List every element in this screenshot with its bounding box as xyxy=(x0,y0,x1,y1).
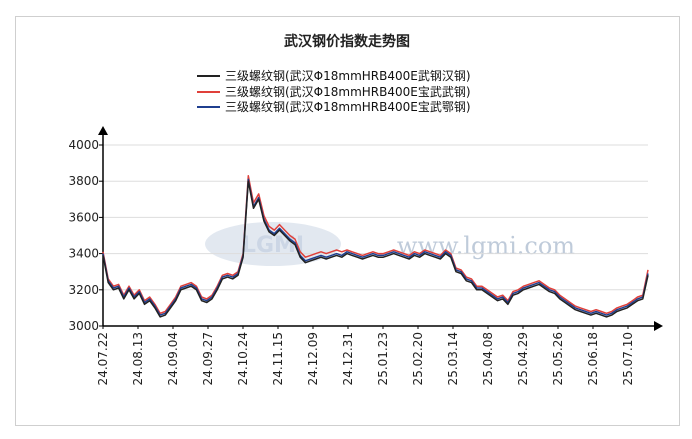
y-tick-label: 3600 xyxy=(68,210,99,224)
x-tick-label: 24.12.31 xyxy=(341,332,355,385)
x-tick-label: 25.05.26 xyxy=(551,332,565,385)
chart-title: 武汉钢价指数走势图 xyxy=(284,33,410,50)
x-tick-label: 25.04.29 xyxy=(516,332,530,385)
x-tick-label: 25.04.08 xyxy=(481,332,495,385)
x-tick-label: 24.09.27 xyxy=(201,332,215,385)
x-axis-ticks: 24.07.22 24.08.13 24.09.04 24.09.27 24.10.24… xyxy=(96,326,635,385)
watermark-url: www.lgmi.com xyxy=(397,232,575,260)
x-tick-label: 25.06.18 xyxy=(586,332,600,385)
x-tick-label: 25.07.10 xyxy=(621,332,635,385)
legend: 三级螺纹钢(武汉Φ18mmHRB400E武钢汉钢) 三级螺纹钢(武汉Φ18mmH… xyxy=(197,69,471,114)
series-line-baowu_e xyxy=(102,178,649,316)
axes xyxy=(98,126,663,331)
watermark-logo-ellipse xyxy=(205,222,341,266)
y-axis-arrow xyxy=(98,126,108,135)
x-tick-label: 24.07.22 xyxy=(96,332,110,385)
series-line-wugang xyxy=(102,180,649,318)
x-tick-label: 25.01.23 xyxy=(376,332,390,385)
x-tick-label: 24.10.24 xyxy=(236,332,250,385)
series-line-baowu_wu xyxy=(102,175,649,315)
chart-frame: 武汉钢价指数走势图 三级螺纹钢(武汉Φ18mmHRB400E武钢汉钢) 三级螺纹… xyxy=(15,16,680,426)
series-lines xyxy=(102,175,649,318)
line-chart: 武汉钢价指数走势图 三级螺纹钢(武汉Φ18mmHRB400E武钢汉钢) 三级螺纹… xyxy=(68,33,663,385)
x-tick-label: 25.03.14 xyxy=(446,332,460,385)
y-tick-label: 3800 xyxy=(68,174,99,188)
x-axis-arrow xyxy=(654,321,663,331)
y-tick-label: 3000 xyxy=(68,319,99,333)
x-tick-label: 24.11.15 xyxy=(271,332,285,385)
x-tick-label: 24.12.09 xyxy=(306,332,320,385)
y-tick-label: 4000 xyxy=(68,138,99,152)
y-axis-ticks: 3000 3200 3400 3600 3800 4000 xyxy=(68,138,103,333)
x-tick-label: 25.02.20 xyxy=(411,332,425,385)
legend-label-1: 三级螺纹钢(武汉Φ18mmHRB400E宝武武钢) xyxy=(225,85,471,99)
x-tick-label: 24.08.13 xyxy=(131,332,145,385)
x-tick-label: 24.09.04 xyxy=(166,332,180,385)
watermark: LGMI www.lgmi.com xyxy=(205,222,575,266)
legend-label-2: 三级螺纹钢(武汉Φ18mmHRB400E宝武鄂钢) xyxy=(225,100,471,114)
y-tick-label: 3400 xyxy=(68,247,99,261)
legend-label-0: 三级螺纹钢(武汉Φ18mmHRB400E武钢汉钢) xyxy=(225,69,471,83)
y-tick-label: 3200 xyxy=(68,283,99,297)
